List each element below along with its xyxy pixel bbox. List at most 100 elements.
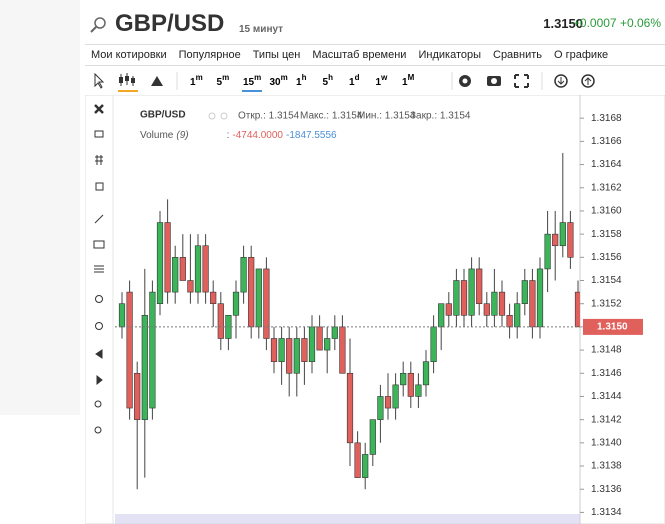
candle-body	[392, 384, 399, 409]
interval-num: 1	[349, 77, 355, 88]
interval-button[interactable]: 1d	[349, 73, 360, 88]
change-abs: +0.0007	[572, 16, 617, 30]
volume-strip	[115, 514, 580, 524]
candle-body	[521, 280, 528, 305]
volume-sep: :	[227, 130, 230, 141]
candle-body	[255, 268, 262, 328]
menu-item[interactable]: Сравнить	[493, 49, 543, 61]
candle-body	[164, 222, 171, 293]
menu-item[interactable]: Типы цен	[252, 49, 301, 61]
candle-body	[491, 291, 498, 316]
fib-tool[interactable]	[94, 265, 104, 273]
ohlc-legend: Откр.: 1.3154	[238, 111, 300, 122]
interval-unit: m	[196, 73, 203, 82]
interval-button[interactable]: 5m	[217, 73, 230, 88]
candle-body	[301, 338, 308, 362]
last-price-label: 1.3150	[597, 322, 628, 333]
fullscreen-icon[interactable]	[514, 74, 529, 88]
candle-body	[263, 268, 270, 339]
candle-body	[286, 338, 293, 374]
y-tick-label: 1.3168	[591, 113, 622, 124]
interval-unit: w	[380, 73, 388, 82]
interval-button[interactable]: 15m	[243, 73, 261, 88]
grid-tool[interactable]	[95, 155, 103, 165]
search-icon[interactable]	[87, 14, 111, 38]
sound-tool[interactable]	[95, 349, 103, 359]
candle-type[interactable]	[118, 73, 138, 92]
interval: 15 минут	[239, 24, 284, 35]
upload-icon[interactable]	[581, 74, 595, 88]
candle-body	[377, 396, 384, 420]
candle-body	[506, 314, 513, 328]
menu-item[interactable]: Масштаб времени	[312, 49, 407, 61]
volume-value: -1847.5556	[286, 130, 337, 141]
ohlc-legend: Закр.: 1.3154	[410, 111, 471, 122]
interval-button[interactable]: 1h	[296, 73, 307, 88]
interval-unit: m	[254, 73, 261, 82]
menu-item[interactable]: Мои котировки	[91, 49, 167, 61]
header: GBP/USD 15 минут 1.3150 +0.0007 +0.06%	[85, 6, 665, 40]
candle-body	[400, 372, 407, 386]
trendline-tool[interactable]	[94, 214, 104, 224]
y-tick-label: 1.3142	[591, 414, 622, 425]
candle-body	[316, 326, 323, 351]
candle-body	[453, 280, 460, 316]
interval-num: 1	[190, 77, 196, 88]
chart-title: GBP/USD	[140, 110, 186, 121]
interval-button[interactable]: 1m	[190, 73, 203, 88]
interval-unit: m	[222, 73, 229, 82]
select-tool[interactable]	[94, 130, 104, 138]
candle-body	[324, 338, 331, 351]
candle-body	[126, 291, 133, 409]
interval-num: 1	[376, 77, 382, 88]
menu-item[interactable]: Индикаторы	[418, 49, 481, 61]
y-tick-label: 1.3138	[591, 461, 622, 472]
lock-tool[interactable]	[94, 426, 102, 434]
interval-unit: d	[355, 73, 360, 82]
interval-button[interactable]: 5h	[323, 73, 334, 88]
gear-icon	[220, 112, 228, 120]
zoom-out-tool[interactable]	[95, 322, 103, 330]
rect-tool[interactable]	[93, 240, 105, 249]
settings-icon[interactable]	[459, 75, 471, 87]
price: 1.3150	[543, 16, 583, 31]
candle-body	[194, 245, 202, 293]
candle-body	[483, 303, 490, 316]
interval-button[interactable]: 1w	[376, 73, 389, 88]
chart: 1.3134 1.3136 1.3138 1.3140 1.3142 1.3144 1.31…	[85, 95, 665, 524]
close-tool[interactable]	[94, 104, 104, 114]
interval-button[interactable]: 30m	[270, 73, 288, 88]
candle-body	[179, 257, 186, 281]
interval-button[interactable]: 1M	[402, 73, 415, 88]
candle-body	[293, 338, 300, 374]
zoom-in-tool[interactable]	[95, 295, 103, 303]
candle-body	[248, 257, 255, 328]
candle-body	[460, 280, 468, 316]
candle-body	[422, 361, 430, 386]
candle-body	[278, 338, 285, 362]
candle-body	[415, 384, 422, 397]
candle-body	[498, 291, 506, 316]
magnet-tool[interactable]	[94, 400, 102, 408]
volume-value: -4744.0000	[232, 130, 283, 141]
y-tick-label: 1.3164	[591, 159, 622, 170]
candle-body	[240, 257, 247, 293]
menu-item[interactable]: О графике	[554, 49, 609, 61]
play-tool[interactable]	[96, 374, 103, 386]
candle-body	[438, 303, 445, 328]
candle-body	[574, 291, 580, 328]
candle-body	[567, 222, 574, 258]
candle-body	[362, 454, 369, 478]
candle-body	[544, 233, 551, 270]
menu-item[interactable]: Популярное	[178, 49, 241, 61]
y-tick-label: 1.3156	[591, 252, 622, 263]
copy-tool[interactable]	[95, 182, 104, 191]
side-panel	[0, 0, 80, 415]
cursor-tool[interactable]	[94, 72, 105, 89]
candle-body	[202, 245, 209, 293]
camera-icon[interactable]	[487, 76, 501, 86]
download-icon[interactable]	[554, 74, 568, 88]
area-type[interactable]	[151, 76, 163, 86]
interval-num: 15	[243, 77, 255, 88]
y-tick-label: 1.3140	[591, 437, 622, 448]
